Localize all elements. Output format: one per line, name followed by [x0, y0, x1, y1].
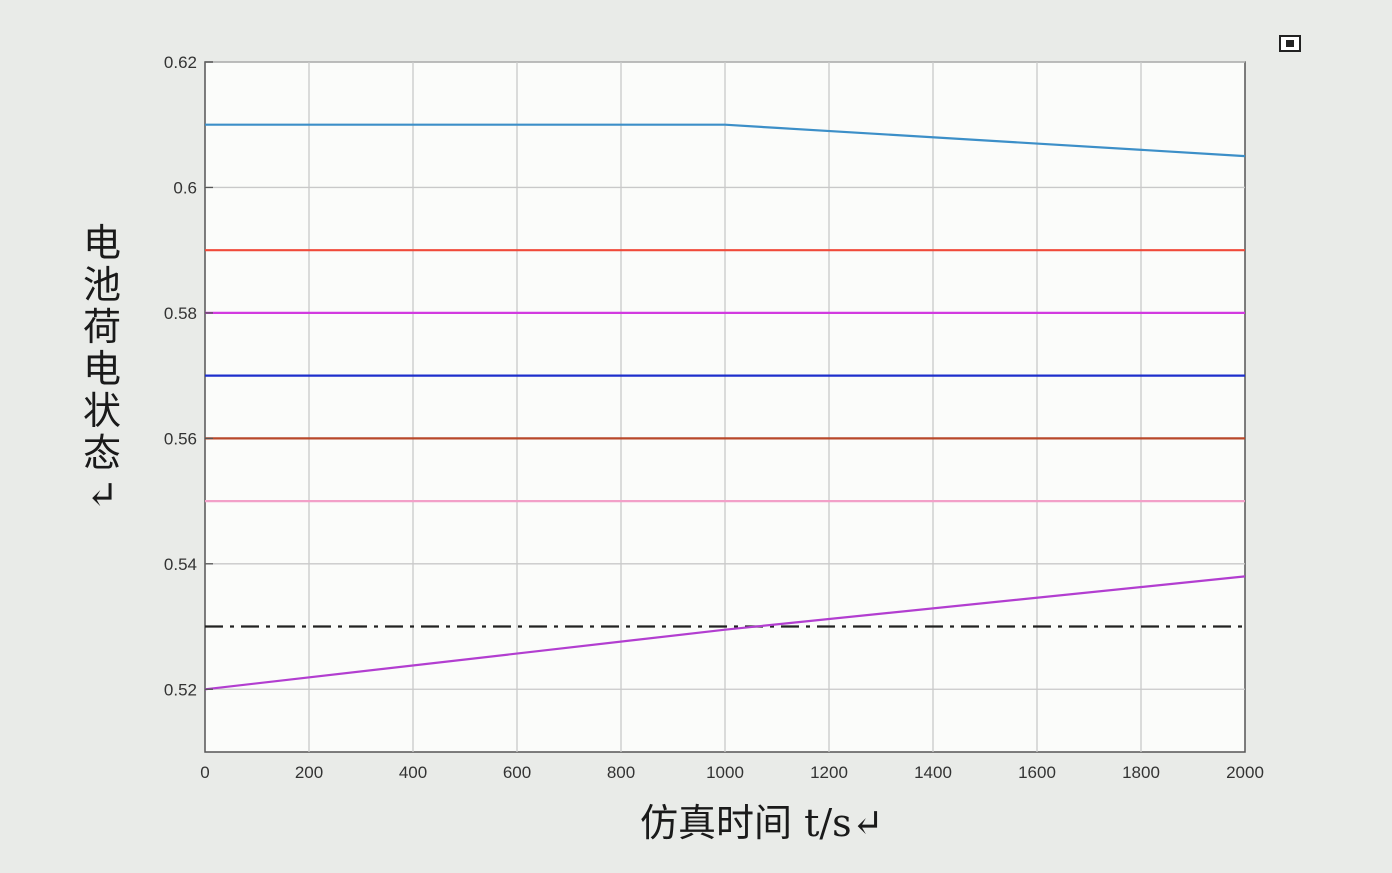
x-tick-label: 800	[607, 763, 635, 782]
series-line-1	[205, 123, 1246, 158]
x-tick-label: 0	[200, 763, 209, 782]
y-tick-label: 0.58	[164, 304, 197, 323]
x-tick-label: 1400	[914, 763, 952, 782]
x-tick-label: 1600	[1018, 763, 1056, 782]
y-axis-label-char: 池	[82, 263, 121, 307]
y-tick-label: 0.52	[164, 680, 197, 699]
y-axis-label-char: 荷	[82, 305, 121, 349]
y-tick-label: 0.62	[164, 53, 197, 72]
y-axis-label-char: 状	[82, 389, 121, 433]
y-tick-label: 0.6	[173, 178, 197, 197]
series-line-8	[204, 575, 1246, 691]
x-tick-label: 600	[503, 763, 531, 782]
x-axis-ticks: 0 200 400 600 800 1000 1200 1400 1600 1800 2000	[200, 763, 1264, 782]
y-tick-label: 0.54	[164, 555, 197, 574]
x-tick-label: 1200	[810, 763, 848, 782]
expand-icon[interactable]	[1279, 35, 1301, 52]
y-axis-label: 电池荷电状态 ↵	[72, 222, 132, 516]
y-axis-label-char: 态	[82, 431, 121, 475]
y-axis-label-char: 电	[82, 221, 121, 265]
y-axis-label-char: 电	[82, 347, 121, 391]
x-tick-label: 2000	[1226, 763, 1264, 782]
x-tick-label: 200	[295, 763, 323, 782]
y-axis-label-char: ↵	[86, 473, 118, 517]
grid-lines	[205, 61, 1245, 752]
y-tick-label: 0.56	[164, 429, 197, 448]
x-tick-label: 1000	[706, 763, 744, 782]
x-tick-label: 400	[399, 763, 427, 782]
x-axis-label: 仿真时间 t/s↵	[640, 801, 884, 845]
x-tick-label: 1800	[1122, 763, 1160, 782]
series-layer	[204, 123, 1246, 691]
y-axis-ticks: 0.52 0.54 0.56 0.58 0.6 0.62	[164, 53, 213, 699]
